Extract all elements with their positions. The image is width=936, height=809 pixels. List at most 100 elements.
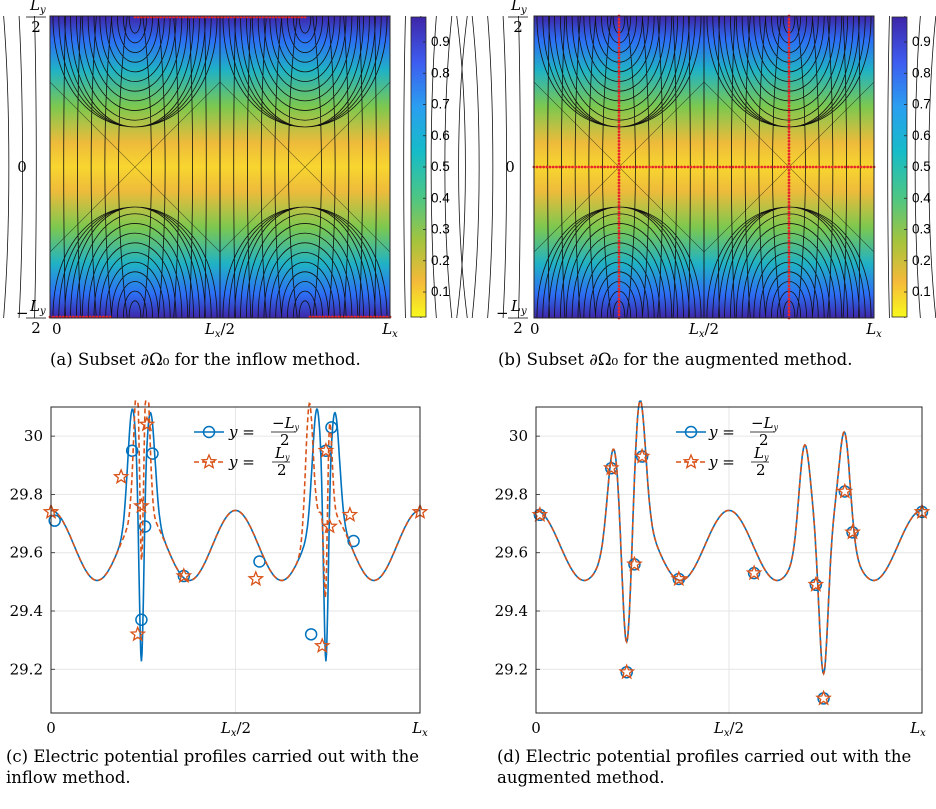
subset-marker: [787, 127, 791, 130]
subset-marker: [787, 239, 791, 243]
subset-marker: [787, 17, 791, 21]
subset-marker: [617, 242, 621, 246]
subset-marker: [617, 104, 621, 108]
subset-marker: [667, 165, 671, 169]
colorbar-tick-label: 0.5: [912, 159, 931, 174]
caption-c: (c) Electric potential profiles carried …: [6, 747, 419, 787]
subset-marker: [609, 165, 613, 169]
subset-marker: [617, 223, 621, 227]
subset-marker: [787, 94, 791, 98]
colorbar-tick-label: 0.2: [912, 253, 931, 268]
subset-marker: [617, 136, 621, 140]
subset-marker: [617, 56, 621, 60]
subset-marker: [617, 210, 621, 214]
colorbar-tick-label: 0.6: [431, 128, 450, 143]
subset-marker: [612, 165, 616, 169]
series-line: [536, 400, 922, 676]
ytick-label: 29.4: [495, 602, 528, 620]
subset-marker: [787, 155, 791, 159]
data-point: [836, 482, 854, 499]
colorbar-tick-label: 0.1: [912, 284, 931, 299]
subset-marker: [617, 172, 621, 175]
subset-marker: [787, 261, 791, 265]
subset-marker: [837, 165, 841, 169]
svg-text:−: −: [16, 304, 29, 322]
subset-marker: [785, 165, 789, 169]
data-point: [626, 555, 643, 572]
subset-marker: [617, 258, 621, 262]
data-point: [138, 520, 152, 533]
xtick-a-mid: Lx/2: [204, 320, 235, 340]
colorbar-ticks-a: 0.1 0.2 0.3 0.4 0.5 0.6 0.7 0.8 0.9: [423, 34, 450, 299]
subset-marker: [617, 75, 621, 79]
subset-marker: [617, 245, 621, 249]
xtick-c-end: Lx: [411, 719, 428, 739]
subset-marker: [617, 78, 621, 82]
subset-marker: [787, 297, 791, 301]
data-point: [175, 567, 193, 584]
subset-marker: [617, 313, 621, 317]
subset-marker: [577, 165, 581, 169]
subset-marker: [721, 165, 725, 169]
subset-marker: [617, 188, 621, 191]
subset-marker: [709, 165, 712, 169]
subset-marker: [776, 165, 780, 169]
subset-marker: [617, 281, 621, 285]
subset-marker: [747, 165, 751, 169]
subset-marker: [787, 252, 791, 256]
subset-marker: [787, 310, 791, 313]
ytick-label: 29.6: [495, 544, 528, 562]
colorbar-tick-label: 0.2: [431, 253, 450, 268]
xtick-a-end: Lx: [381, 320, 398, 340]
subset-marker: [567, 165, 571, 169]
colorbar-tick-label: 0.4: [431, 190, 450, 205]
series-d: [531, 400, 931, 706]
subset-marker: [670, 165, 674, 169]
subset-marker: [779, 165, 783, 169]
subset-marker: [834, 165, 837, 169]
subset-marker: [787, 43, 791, 47]
subset-marker: [617, 181, 621, 185]
subset-marker: [818, 165, 821, 169]
svg-text:2: 2: [277, 461, 287, 479]
subset-marker: [787, 107, 791, 111]
subset-marker: [869, 165, 873, 169]
ytick-label: 29.8: [495, 485, 528, 503]
subset-marker: [787, 104, 791, 108]
ytick-a-top: Ly 2: [26, 0, 46, 36]
colorbar-tick-label: 0.6: [912, 128, 931, 143]
colorbar-tick-label: 0.8: [431, 65, 450, 80]
subset-marker: [632, 165, 635, 169]
data-point: [347, 534, 360, 548]
subset-marker: [617, 66, 621, 69]
subset-marker: [787, 245, 791, 249]
subset-marker: [787, 306, 791, 310]
xtick-d-0: 0: [531, 719, 541, 737]
subset-marker: [617, 287, 621, 291]
subset-marker: [787, 268, 791, 272]
subset-marker: [619, 165, 623, 169]
subset-marker: [617, 59, 621, 63]
subset-marker: [787, 290, 791, 294]
subset-marker: [617, 127, 621, 130]
subset-marker: [617, 233, 621, 236]
subset-marker: [787, 213, 791, 217]
subset-marker: [787, 53, 791, 56]
data-point: [138, 415, 156, 432]
series-c: [42, 400, 429, 662]
subset-marker: [830, 165, 834, 169]
data-point: [112, 468, 130, 485]
subset-marker: [617, 207, 621, 211]
subset-marker: [617, 82, 621, 85]
subset-marker: [787, 46, 791, 50]
subset-marker: [617, 69, 621, 73]
subset-marker: [648, 165, 651, 169]
panel-a: 0 Ly 2 − Ly 2 0 Lx/2 Lx 0.10.20.30.40.50…: [3, 0, 468, 340]
subset-marker: [638, 165, 642, 169]
subset-marker: [787, 284, 791, 288]
subset-marker: [676, 165, 680, 169]
subset-marker: [712, 165, 716, 169]
subset-marker: [587, 165, 590, 169]
subset-marker: [680, 165, 683, 169]
caption-d: (d) Electric potential profiles carried …: [497, 747, 912, 787]
